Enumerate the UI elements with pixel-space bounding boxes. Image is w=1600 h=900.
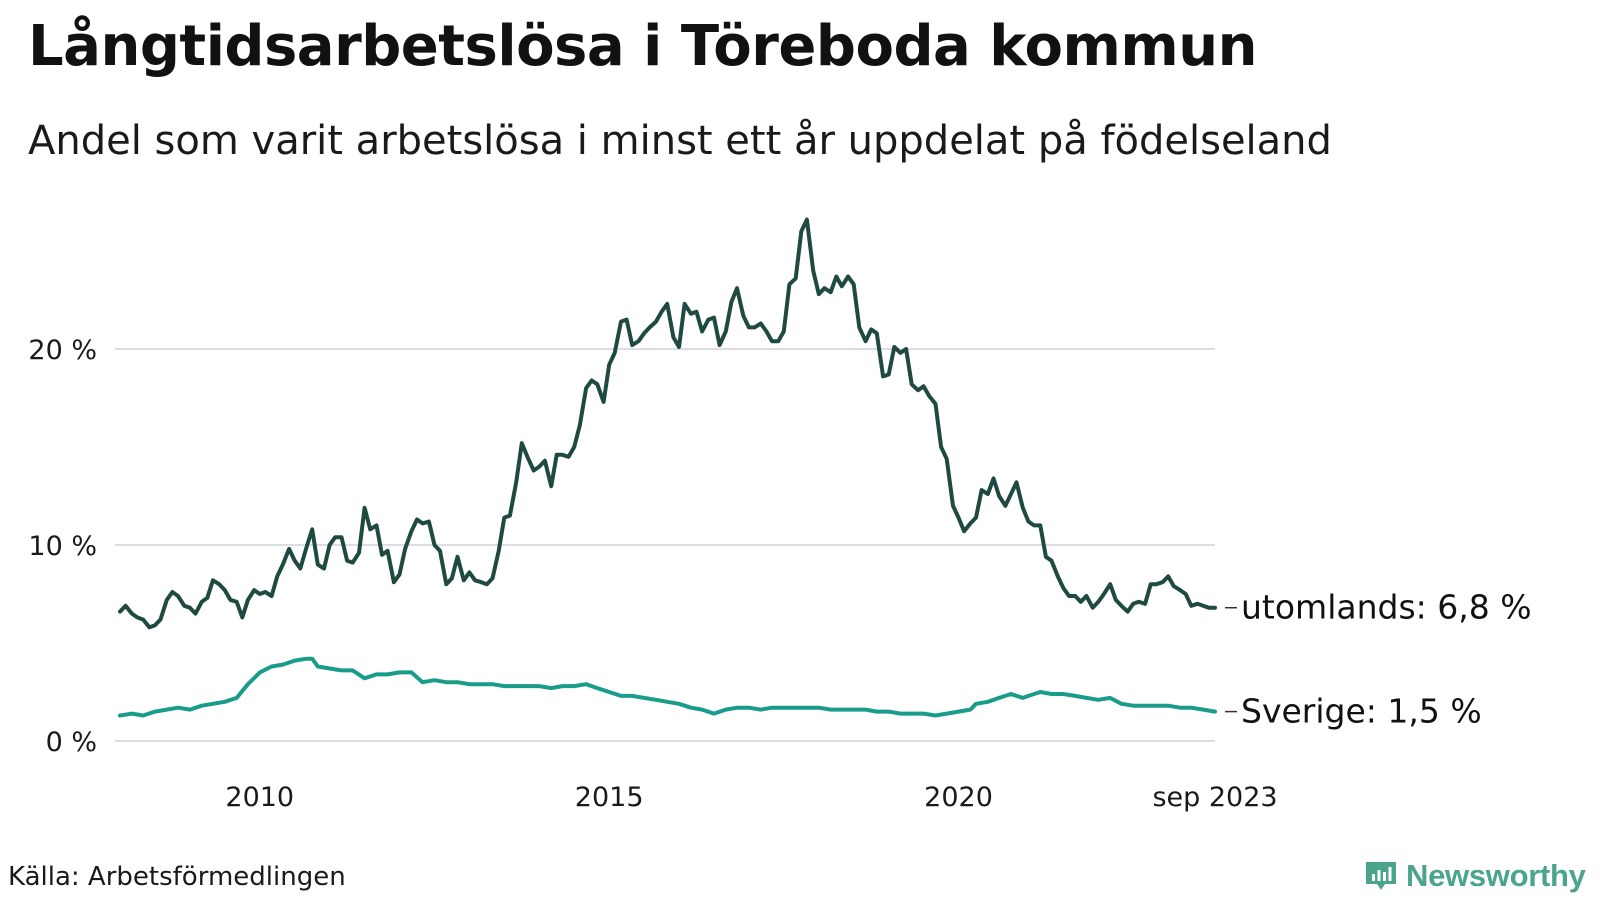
logo-text: Newsworthy <box>1406 858 1586 893</box>
newsworthy-logo: Newsworthy <box>1364 858 1586 894</box>
series-end-labels: utomlands: 6,8 % Sverige: 1,5 % <box>1225 588 1532 731</box>
x-axis-labels: 2010 2015 2020 sep 2023 <box>225 782 1277 813</box>
y-tick-label: 0 % <box>46 727 97 758</box>
series-line-Sverige <box>118 656 1217 718</box>
x-tick-label: 2020 <box>924 782 993 813</box>
chart-title: Långtidsarbetslösa i Töreboda kommun <box>28 14 1257 79</box>
end-label-Sverige: Sverige: 1,5 % <box>1241 692 1482 731</box>
x-tick-label: 2010 <box>225 782 294 813</box>
chart-subtitle: Andel som varit arbetslösa i minst ett å… <box>28 118 1332 164</box>
series-lines <box>118 217 1217 718</box>
x-tick-label: 2015 <box>575 782 644 813</box>
gridlines <box>115 348 1215 742</box>
bar-chart-icon <box>1366 862 1396 890</box>
x-tick-label: sep 2023 <box>1152 782 1277 813</box>
end-label-utomlands: utomlands: 6,8 % <box>1241 588 1532 627</box>
y-tick-label: 10 % <box>28 531 97 562</box>
source-note: Källa: Arbetsförmedlingen <box>8 862 346 892</box>
y-tick-label: 20 % <box>28 335 97 366</box>
y-axis-labels: 0 % 10 % 20 % <box>28 335 97 758</box>
series-line-utomlands <box>118 217 1217 630</box>
